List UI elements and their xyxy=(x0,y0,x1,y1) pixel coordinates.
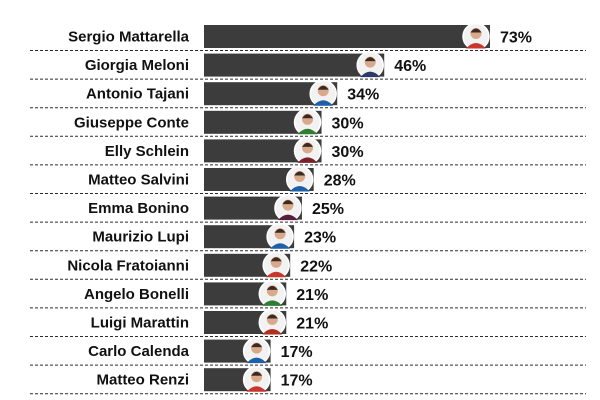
value-label: 25% xyxy=(312,201,344,218)
avatar-hair xyxy=(317,85,329,90)
avatar xyxy=(462,22,490,51)
value-label: 30% xyxy=(332,144,364,161)
category-label: Sergio Mattarella xyxy=(68,29,190,46)
avatar-hair xyxy=(251,371,263,376)
category-label: Elly Schlein xyxy=(105,143,189,160)
avatar xyxy=(309,79,337,108)
bar xyxy=(204,139,322,163)
value-label: 46% xyxy=(394,58,426,75)
avatar xyxy=(258,308,287,337)
bar xyxy=(204,168,314,191)
avatar xyxy=(258,280,287,308)
avatar-shoulders xyxy=(297,157,318,163)
avatar-hair xyxy=(470,28,482,33)
category-label: Luigi Marattin xyxy=(91,315,189,332)
avatar xyxy=(242,337,271,365)
chart-rows: Sergio Mattarella 73% Giorgia Meloni 46% Ant… xyxy=(30,22,586,395)
avatar-shoulders xyxy=(466,43,486,49)
avatar-shoulders xyxy=(262,300,283,306)
avatar-hair xyxy=(294,171,306,176)
avatar-hair xyxy=(266,314,278,319)
category-label: Matteo Renzi xyxy=(96,372,189,389)
avatar-shoulders xyxy=(277,214,298,221)
avatar-hair xyxy=(251,343,263,348)
avatar xyxy=(262,251,290,280)
bar xyxy=(204,25,490,48)
avatar xyxy=(266,222,294,251)
avatar-shoulders xyxy=(262,329,283,335)
avatar-hair xyxy=(302,142,314,147)
avatar-hair xyxy=(364,57,376,62)
avatar-hair xyxy=(270,257,282,262)
value-label: 28% xyxy=(324,173,356,190)
avatar-shoulders xyxy=(289,186,310,192)
value-label: 34% xyxy=(347,87,379,104)
value-label: 17% xyxy=(281,344,313,361)
avatar-shoulders xyxy=(360,71,381,78)
category-label: Angelo Bonelli xyxy=(84,286,189,303)
avatar-hair xyxy=(302,114,314,119)
value-label: 30% xyxy=(332,115,364,132)
bar xyxy=(204,110,322,134)
avatar-shoulders xyxy=(297,128,318,135)
category-label: Maurizio Lupi xyxy=(92,229,189,246)
avatar xyxy=(293,108,322,137)
value-label: 21% xyxy=(296,316,328,333)
bar xyxy=(204,82,338,106)
category-label: Carlo Calenda xyxy=(88,343,190,360)
category-label: Emma Bonino xyxy=(88,200,189,217)
bar xyxy=(204,53,385,77)
value-label: 22% xyxy=(300,258,332,275)
avatar xyxy=(274,194,302,222)
value-label: 73% xyxy=(500,30,532,47)
avatar-hair xyxy=(274,228,286,233)
category-label: Antonio Tajani xyxy=(86,86,189,103)
category-label: Nicola Fratoianni xyxy=(67,257,189,274)
value-label: 23% xyxy=(304,230,336,247)
avatar xyxy=(242,365,271,394)
category-label: Giorgia Meloni xyxy=(85,57,189,74)
avatar-shoulders xyxy=(266,271,287,278)
avatar-shoulders xyxy=(313,100,334,106)
avatar-shoulders xyxy=(246,386,267,392)
category-label: Giuseppe Conte xyxy=(74,114,189,131)
avatar-hair xyxy=(282,200,294,205)
avatar xyxy=(285,165,314,194)
avatar-hair xyxy=(266,285,278,290)
avatar-shoulders xyxy=(270,243,291,249)
category-label: Matteo Salvini xyxy=(88,172,189,189)
avatar-shoulders xyxy=(246,357,267,364)
value-label: 21% xyxy=(296,287,328,304)
avatar xyxy=(356,51,384,79)
avatar xyxy=(293,137,322,165)
value-label: 17% xyxy=(281,373,313,390)
